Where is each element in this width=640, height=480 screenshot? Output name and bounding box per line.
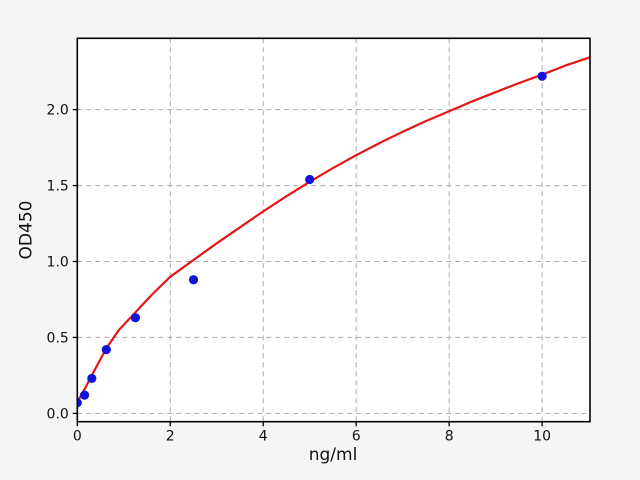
x-tick-label: 4	[259, 429, 268, 445]
data-point	[305, 174, 315, 185]
y-tick-label: 1.5	[47, 179, 69, 195]
plot-area	[77, 38, 591, 422]
data-point	[77, 398, 82, 408]
data-point	[79, 390, 90, 400]
y-axis-label: OD450	[16, 200, 37, 260]
y-tick-label: 0.5	[47, 330, 69, 346]
data-point	[87, 373, 97, 384]
data-point	[188, 275, 199, 285]
axes-spines	[76, 37, 591, 423]
x-axis-label: ng/ml	[308, 445, 358, 465]
x-tick-label: 8	[445, 429, 454, 445]
data-point	[537, 71, 547, 81]
fit-curve-line	[77, 56, 591, 404]
x-tick-label: 0	[73, 429, 82, 445]
y-tick-label: 1.0	[47, 255, 69, 271]
y-tick-label: 2.0	[47, 103, 69, 119]
x-tick-label: 2	[166, 429, 175, 445]
data-point	[101, 344, 111, 355]
data-point	[130, 313, 141, 323]
x-tick-label: 10	[533, 429, 551, 445]
x-tick-label: 6	[352, 429, 361, 445]
y-tick-label: 0.0	[47, 406, 69, 422]
